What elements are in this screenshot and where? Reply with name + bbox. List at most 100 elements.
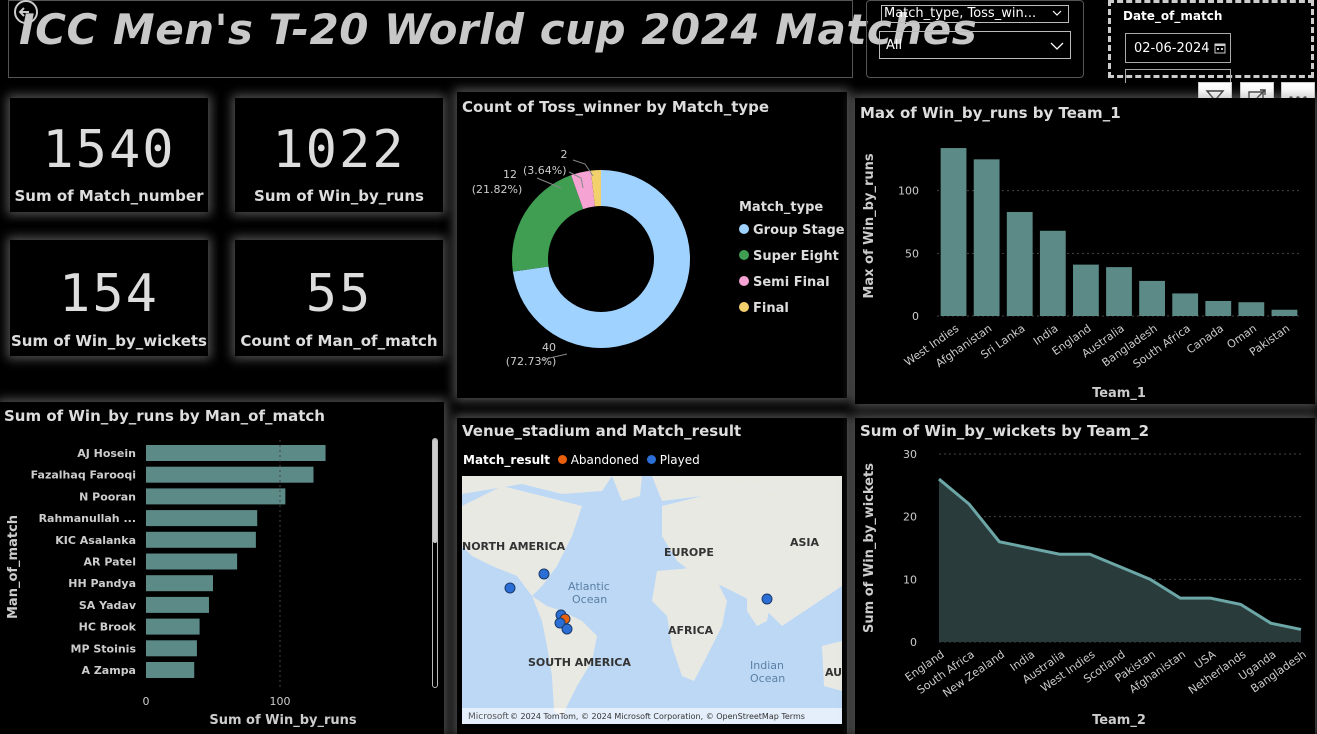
bar: [146, 553, 238, 570]
donut-legend-title: Match_type: [739, 200, 823, 215]
y-tick-label: A Zampa: [81, 664, 136, 677]
x-tick-label: Canada: [1184, 322, 1226, 357]
venue-point[interactable]: [761, 593, 773, 605]
area-chart-team2-title: Sum of Win_by_wickets by Team_2: [860, 422, 1150, 440]
world-map[interactable]: NORTH AMERICA EUROPE ASIA Atlantic Ocean…: [462, 476, 842, 724]
x-axis-label: Team_2: [1092, 713, 1146, 728]
bar: [1238, 302, 1265, 316]
bar: [146, 618, 200, 635]
donut-label-value: 40: [542, 341, 556, 354]
label-australia: AU: [825, 666, 842, 679]
bar: [146, 575, 213, 592]
y-tick-label: AR Patel: [84, 556, 137, 569]
kpi-label: Count of Man_of_match: [240, 332, 438, 350]
y-tick-label: 100: [898, 185, 919, 198]
scrollbar[interactable]: [432, 438, 438, 688]
label-atlantic-ocean: Ocean: [572, 593, 607, 606]
y-tick-label: N Pooran: [79, 490, 136, 503]
bar: [146, 531, 256, 548]
hbar-chart-mom-panel[interactable]: Sum of Win_by_runs by Man_of_match AJ Ho…: [0, 402, 444, 734]
bar: [1139, 280, 1165, 316]
label-europe: EUROPE: [664, 546, 714, 559]
kpi-label: Sum of Win_by_wickets: [10, 332, 207, 350]
label-asia: ASIA: [790, 536, 820, 549]
area-chart-team2-panel[interactable]: Sum of Win_by_wickets by Team_2 0 10 20 30 E…: [855, 418, 1315, 734]
kpi-value: 154: [59, 264, 159, 324]
kpi-card-match-number: 1540 Sum of Match_number: [10, 98, 208, 212]
map-title: Venue_stadium and Match_result: [462, 422, 742, 440]
y-tick-label: 0: [912, 310, 919, 323]
bar: [146, 510, 258, 527]
legend-marker: [739, 302, 749, 312]
chevron-down-icon: [1052, 10, 1062, 16]
calendar-icon: [1214, 43, 1226, 54]
donut-chart-panel[interactable]: Count of Toss_winner by Match_type 40 (72…: [457, 92, 847, 398]
legend-item: Final: [753, 301, 789, 316]
legend-marker: [739, 250, 749, 260]
report-title: ICC Men's T-20 World cup 2024 Matches: [19, 5, 978, 54]
y-tick-label: 20: [903, 511, 917, 524]
legend-marker: [739, 224, 749, 234]
x-axis-label: Team_1: [1092, 386, 1146, 401]
bar: [1006, 211, 1033, 316]
donut-chart: 40(72.73%) 12 (21.82%)(3.64%) 2 Match_type Gr…: [472, 148, 845, 368]
leader-line: [568, 171, 584, 189]
date-input-end[interactable]: [1125, 69, 1231, 83]
x-tick-label: 0: [143, 695, 150, 708]
date-slicer-title: Date_of_match: [1123, 9, 1223, 23]
map-copyright: © 2024 TomTom, © 2024 Microsoft Corporat…: [510, 712, 805, 721]
legend-marker: [739, 276, 749, 286]
y-tick-label: 10: [903, 573, 917, 586]
report-title-box: ICC Men's T-20 World cup 2024 Matches: [8, 0, 977, 78]
donut-label-value: 12: [503, 168, 517, 181]
map-logo: Microsoft: [468, 712, 509, 722]
y-tick-label: 50: [905, 247, 919, 260]
bar: [1073, 264, 1099, 316]
venue-point[interactable]: [554, 617, 566, 629]
donut-slice: [590, 170, 601, 207]
kpi-label: Sum of Match_number: [14, 187, 204, 205]
venue-point[interactable]: [561, 623, 573, 635]
y-tick-label: HC Brook: [79, 621, 137, 634]
date-slicer: Date_of_match 02-06-2024: [1108, 0, 1314, 83]
leader-line: [572, 159, 594, 177]
y-axis-label: Man_of_match: [6, 515, 21, 619]
back-arrow-icon[interactable]: [11, 0, 41, 27]
kpi-value: 55: [305, 264, 373, 324]
label-atlantic: Atlantic: [568, 580, 610, 593]
leader-line: [540, 353, 568, 361]
label-indian-ocean: Ocean: [750, 672, 785, 685]
venue-point[interactable]: [538, 568, 550, 580]
area-fill: [939, 479, 1301, 642]
bar-chart-team1-panel[interactable]: Max of Win_by_runs by Team_1 0 50 100 West …: [855, 98, 1315, 404]
legend-abandoned: Abandoned: [570, 453, 640, 467]
slicer-header-dropdown[interactable]: Match_type, Toss_win...: [881, 5, 1069, 23]
bar: [1039, 230, 1066, 316]
donut-slice: [571, 170, 595, 210]
match-type-selected: All: [886, 38, 903, 53]
bar-chart-team1-title: Max of Win_by_runs by Team_1: [860, 104, 1121, 122]
legend-item: Super Eight: [753, 249, 839, 264]
x-tick-label: 100: [270, 695, 291, 708]
label-africa: AFRICA: [668, 624, 714, 637]
kpi-label: Sum of Win_by_runs: [254, 187, 424, 205]
label-indian: Indian: [750, 659, 784, 672]
scrollbar-thumb[interactable]: [433, 439, 437, 543]
y-tick-label: Fazalhaq Farooqi: [31, 469, 136, 482]
map-panel[interactable]: Venue_stadium and Match_result Match_res…: [457, 418, 847, 734]
y-tick-label: Rahmanullah ...: [39, 512, 136, 525]
date-input[interactable]: 02-06-2024: [1125, 33, 1231, 63]
match-type-select[interactable]: All: [879, 31, 1071, 59]
slicer-header-label: Match_type, Toss_win...: [884, 6, 1037, 21]
map-legend-title: Match_result: [463, 453, 551, 467]
label-north-america: NORTH AMERICA: [462, 540, 566, 553]
donut-label-pct: (3.64%): [523, 164, 567, 177]
legend-dot-played: [646, 455, 656, 464]
x-axis-label: Sum of Win_by_runs: [209, 713, 357, 728]
kpi-card-win-by-wickets: 154 Sum of Win_by_wickets: [10, 240, 208, 356]
donut-slice: [512, 170, 690, 348]
venue-point[interactable]: [504, 582, 516, 594]
bar: [146, 596, 209, 613]
date-value: 02-06-2024: [1134, 41, 1210, 56]
